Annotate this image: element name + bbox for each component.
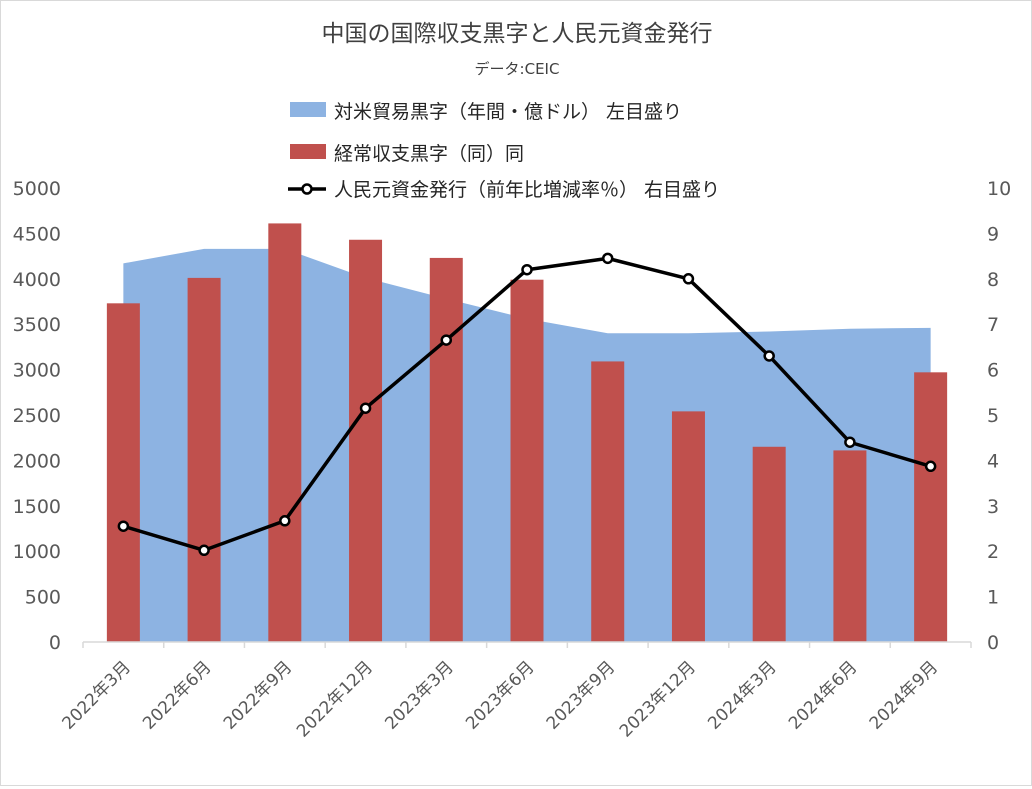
- y-right-tick-label: 6: [987, 360, 999, 382]
- x-category-label: 2023年3月: [381, 657, 457, 733]
- line-point-yuan-issuance: [763, 350, 775, 362]
- line-point-yuan-issuance: [198, 544, 210, 557]
- line-point-yuan-issuance: [279, 515, 291, 527]
- x-category-label: 2024年3月: [704, 657, 780, 733]
- y-left-tick-label: 0: [49, 632, 61, 654]
- x-category-label: 2022年12月: [293, 657, 377, 741]
- y-left-tick-label: 5000: [13, 178, 61, 200]
- y-left-tick-label: 2000: [13, 450, 61, 472]
- x-category-label: 2023年6月: [462, 657, 538, 733]
- legend-label-trade-surplus: 対米貿易黒字（年間・億ドル） 左目盛り: [334, 101, 682, 123]
- legend-item-trade-surplus: 対米貿易黒字（年間・億ドル） 左目盛り: [290, 101, 682, 123]
- legend-item-yuan-issuance: 人民元資金発行（前年比増減率％） 右目盛り: [288, 179, 720, 201]
- bar-current-account: [833, 450, 867, 642]
- x-category-label: 2022年6月: [139, 657, 215, 733]
- legend-item-current-account: 経常収支黒字（同）同: [290, 143, 524, 165]
- legend-swatch-area: [290, 102, 326, 117]
- bar-current-account: [106, 303, 140, 642]
- legend-swatch-marker: [301, 183, 313, 195]
- line-point-yuan-issuance: [924, 460, 937, 473]
- x-category-label: 2023年12月: [616, 657, 700, 741]
- y-right-tick-label: 0: [987, 632, 999, 654]
- y-left-tick-label: 4000: [13, 269, 61, 291]
- y-right-tick-label: 1: [987, 587, 999, 609]
- x-category-label: 2024年6月: [785, 657, 861, 733]
- y-left-tick-label: 3000: [13, 360, 61, 382]
- bar-current-account: [752, 446, 786, 642]
- legend-swatch-bar: [290, 144, 326, 159]
- y-left-tick-label: 1500: [13, 496, 61, 518]
- line-point-yuan-issuance: [601, 252, 614, 265]
- bar-current-account: [591, 361, 625, 642]
- line-point-yuan-issuance: [844, 436, 856, 448]
- chart-subtitle: データ:CEIC: [475, 60, 560, 78]
- y-right-tick-label: 4: [987, 450, 999, 472]
- x-category-label: 2022年3月: [58, 657, 134, 733]
- y-right-tick-label: 10: [987, 178, 1011, 200]
- line-point-yuan-issuance: [359, 402, 372, 414]
- bar-current-account: [671, 411, 705, 642]
- bar-current-account: [268, 223, 302, 643]
- y-left-tick-label: 4500: [13, 223, 61, 245]
- x-category-label: 2023年9月: [543, 657, 619, 733]
- y-left-tick-label: 1000: [13, 541, 61, 563]
- x-category-label: 2024年9月: [866, 657, 942, 733]
- y-right-tick-label: 5: [987, 405, 999, 427]
- legend-label-yuan-issuance: 人民元資金発行（前年比増減率％） 右目盛り: [334, 179, 720, 201]
- y-right-tick-label: 8: [987, 269, 999, 291]
- plot-area: 0 500 1000 1500 2000 2500 3000 3500 4000 4500 5000…: [13, 178, 1012, 741]
- line-point-yuan-issuance: [117, 520, 130, 532]
- y-right-tick-label: 2: [987, 541, 999, 563]
- legend-label-current-account: 経常収支黒字（同）同: [334, 143, 524, 165]
- bar-current-account: [429, 257, 463, 642]
- y-right-tick-label: 9: [987, 223, 999, 245]
- y-left-tick-label: 3500: [13, 314, 61, 336]
- y-right-tick-label: 3: [987, 496, 999, 518]
- chart-title: 中国の国際収支黒字と人民元資金発行: [322, 21, 713, 47]
- line-point-yuan-issuance: [682, 273, 695, 285]
- line-point-yuan-issuance: [521, 263, 533, 276]
- bar-current-account: [349, 239, 383, 643]
- bar-current-account: [187, 277, 221, 642]
- y-right-tick-label: 7: [987, 314, 999, 336]
- bar-current-account: [914, 372, 948, 642]
- y-left-tick-label: 500: [25, 587, 61, 609]
- line-point-yuan-issuance: [440, 334, 453, 346]
- y-left-tick-label: 2500: [13, 405, 61, 427]
- bar-current-account: [510, 279, 544, 642]
- legend: 対米貿易黒字（年間・億ドル） 左目盛り 経常収支黒字（同）同 人民元資金発行（前…: [288, 101, 720, 201]
- x-category-label: 2022年9月: [220, 657, 296, 733]
